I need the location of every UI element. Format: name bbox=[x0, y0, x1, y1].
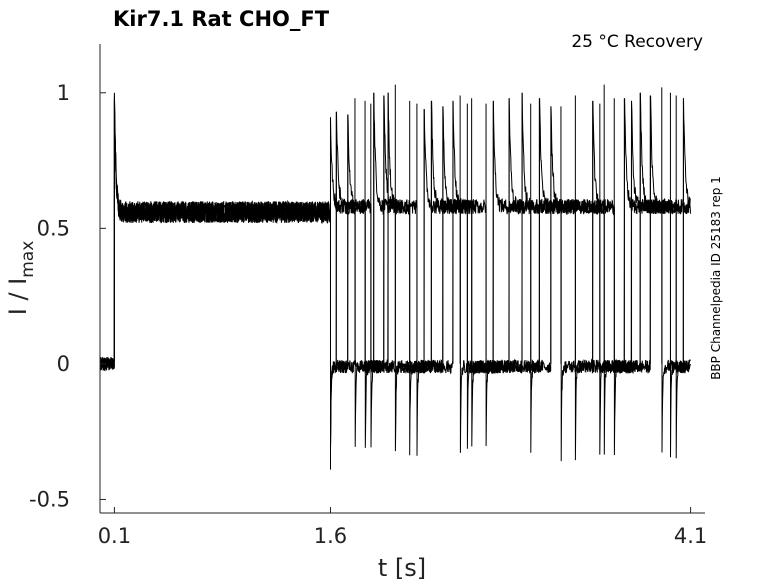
y-tick-label-0: 1 bbox=[57, 81, 70, 105]
x-tick-label-1: 1.6 bbox=[314, 524, 347, 548]
y-axis-label: I / Imax bbox=[4, 241, 38, 316]
y-tick-label-3: -0.5 bbox=[29, 487, 70, 511]
chart-title: Kir7.1 Rat CHO_FT bbox=[113, 7, 330, 31]
x-ticks: 0.1 1.6 4.1 bbox=[98, 507, 707, 548]
y-axis-label-sub: max bbox=[18, 241, 38, 278]
x-tick-label-0: 0.1 bbox=[98, 524, 131, 548]
y-ticks: 1 0.5 0 -0.5 bbox=[29, 81, 106, 511]
y-axis-label-main: I / I bbox=[4, 278, 32, 316]
x-tick-label-2: 4.1 bbox=[674, 524, 707, 548]
traces bbox=[99, 84, 691, 470]
y-tick-label-1: 0.5 bbox=[37, 216, 70, 240]
x-axis-label: t [s] bbox=[378, 554, 426, 582]
y-tick-label-2: 0 bbox=[57, 352, 70, 376]
condition-label: 25 °C Recovery bbox=[571, 32, 703, 52]
source-label: BBP Channelpedia ID 25183 rep 1 bbox=[709, 176, 723, 380]
